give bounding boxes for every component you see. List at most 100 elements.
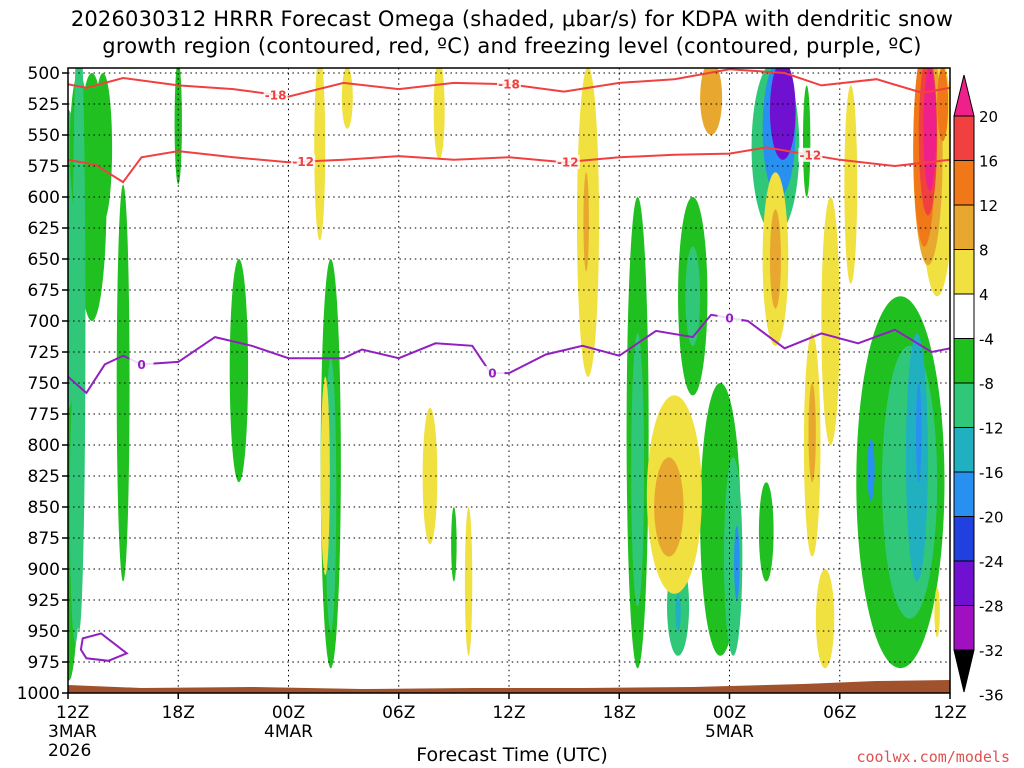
omega-region-14 (631, 333, 645, 607)
colorbar-box-6 (953, 382, 975, 428)
y-tick-label-600: 600 (28, 188, 60, 208)
red-contour-0-label-bg-1 (497, 77, 521, 92)
colorbar-label-4: 4 (979, 286, 989, 304)
colorbar-label-5: -4 (979, 331, 994, 349)
purple-contour-0-label-bg-2 (717, 310, 742, 325)
omega-region-9 (229, 259, 249, 483)
colorbar-box-8 (953, 471, 975, 517)
y-tick-label-675: 675 (28, 281, 60, 301)
y-tick-label-925: 925 (28, 591, 60, 611)
y-tick-label-850: 850 (28, 498, 60, 518)
omega-region-31 (803, 85, 811, 197)
omega-region-32 (314, 68, 326, 241)
y-tick-label-650: 650 (28, 250, 60, 270)
x-tick-label-7: 06Z (823, 703, 856, 723)
omega-region-6 (69, 370, 81, 644)
y-tick-label-775: 775 (28, 405, 60, 425)
colorbar-top-arrow (953, 74, 975, 117)
x-tick-sublabel-6-0: 5MAR (705, 722, 754, 742)
colorbar-label-0: 20 (979, 108, 998, 126)
y-tick-label-575: 575 (28, 157, 60, 177)
y-tick-label-525: 525 (28, 95, 60, 115)
y-tick-label-500: 500 (28, 64, 60, 84)
red-contour-1-label-1: -12 (557, 155, 579, 169)
omega-region-49 (815, 569, 835, 669)
x-tick-sublabel-2-0: 4MAR (264, 722, 313, 742)
colorbar-label-6: -8 (979, 375, 994, 393)
x-tick-label-2: 00Z (272, 703, 305, 723)
x-tick-label-3: 06Z (382, 703, 415, 723)
colorbar-box-10 (953, 560, 975, 606)
colorbar-label-12: -32 (979, 642, 1004, 660)
x-tick-label-5: 18Z (603, 703, 636, 723)
x-tick-label-0: 12Z (56, 703, 89, 723)
omega-region-27 (867, 438, 875, 501)
x-tick-label-6: 00Z (713, 703, 746, 723)
omega-shading-layer (68, 68, 950, 681)
red-contour-0-label-0: -18 (265, 88, 287, 102)
colorbar-label-13: -36 (979, 687, 1004, 705)
y-tick-label-750: 750 (28, 374, 60, 394)
y-tick-label-975: 975 (28, 653, 60, 673)
y-tick-label-950: 950 (28, 622, 60, 642)
omega-region-7 (116, 184, 130, 582)
omega-region-37 (320, 376, 330, 576)
omega-region-38 (422, 407, 438, 545)
y-tick-label-625: 625 (28, 219, 60, 239)
omega-region-54 (923, 68, 937, 191)
purple-closed-contour (79, 632, 129, 662)
omega-region-4 (93, 72, 113, 222)
colorbar-bottom-arrow (953, 649, 975, 693)
omega-region-36 (583, 172, 589, 272)
omega-region-56 (934, 587, 940, 638)
colorbar-box-7 (953, 427, 975, 473)
purple-contour-0-label-bg-0 (129, 357, 154, 372)
y-tick-label-900: 900 (28, 560, 60, 580)
colorbar-box-1 (953, 160, 975, 206)
ground-terrain (68, 680, 950, 693)
omega-region-26 (916, 383, 922, 483)
colorbar: 20 16 12 8 4 -4 -8 -12 -16 -20 -24 -28 -32 -36 (953, 74, 1004, 705)
x-tick-sublabel-0-1: 2026 (48, 741, 91, 761)
omega-region-45 (654, 457, 684, 557)
red-contour-1-label-0: -12 (292, 155, 314, 169)
y-tick-label-725: 725 (28, 343, 60, 363)
colorbar-box-5 (953, 338, 975, 384)
colorbar-box-0 (953, 115, 975, 161)
omega-region-39 (464, 507, 473, 656)
x-tick-label-4: 12Z (492, 703, 525, 723)
colorbar-box-2 (953, 204, 975, 250)
omega-region-20 (723, 457, 743, 656)
red-contour-1 (68, 146, 950, 184)
colorbar-label-11: -28 (979, 598, 1004, 616)
omega-region-33 (341, 68, 353, 129)
colorbar-label-3: 8 (979, 242, 989, 260)
y-tick-label-700: 700 (28, 312, 60, 332)
colorbar-box-3 (953, 249, 975, 295)
colorbar-label-7: -12 (979, 420, 1004, 438)
purple-contour-0-label-2: 0 (725, 311, 733, 325)
omega-region-55 (937, 68, 949, 142)
chart-title: 2026030312 HRRR Forecast Omega (shaded, … (0, 6, 1024, 60)
x-tick-label-1: 18Z (162, 703, 195, 723)
purple-contour-0-label-0: 0 (137, 358, 145, 372)
red-contour-0-label-1: -18 (498, 78, 520, 92)
colorbar-label-10: -24 (979, 553, 1004, 571)
red-contour-1-label-bg-0 (291, 154, 316, 169)
omega-region-47 (821, 197, 840, 445)
colorbar-label-2: 12 (979, 197, 998, 215)
colorbar-label-1: 16 (979, 153, 998, 171)
omega-region-21 (734, 525, 740, 600)
omega-region-18 (675, 593, 681, 632)
purple-contour-0-label-1: 0 (488, 367, 496, 381)
omega-region-43 (808, 383, 816, 483)
red-contour-1-label-bg-2 (798, 147, 823, 162)
colorbar-box-11 (953, 605, 975, 651)
colorbar-label-9: -20 (979, 509, 1004, 527)
y-axis: 500 525 550 575 600 625 650 675 700 725 750 775 800 8… (17, 64, 68, 704)
x-tick-label-8: 12Z (933, 703, 966, 723)
colorbar-box-4 (953, 293, 975, 339)
omega-region-34 (433, 68, 445, 160)
omega-region-8 (174, 68, 182, 185)
